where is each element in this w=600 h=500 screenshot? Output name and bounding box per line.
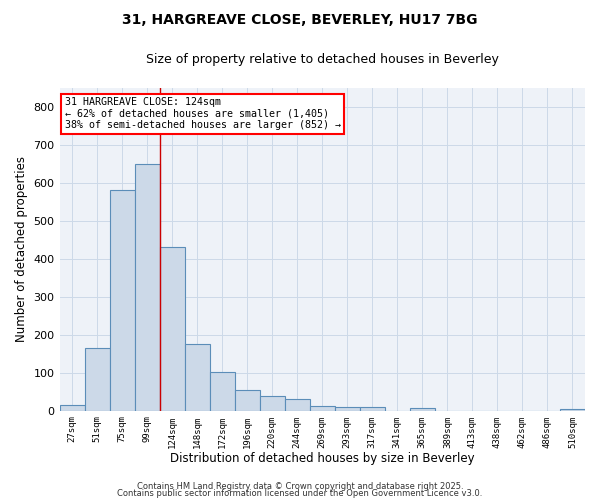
- Text: Contains HM Land Registry data © Crown copyright and database right 2025.: Contains HM Land Registry data © Crown c…: [137, 482, 463, 491]
- Bar: [209, 372, 235, 410]
- Bar: [360, 407, 385, 410]
- Bar: [59, 405, 85, 410]
- Text: 31 HARGREAVE CLOSE: 124sqm
← 62% of detached houses are smaller (1,405)
38% of s: 31 HARGREAVE CLOSE: 124sqm ← 62% of deta…: [65, 97, 341, 130]
- Bar: [410, 408, 435, 410]
- Bar: [285, 400, 310, 410]
- Title: Size of property relative to detached houses in Beverley: Size of property relative to detached ho…: [146, 52, 499, 66]
- Bar: [110, 190, 134, 410]
- Bar: [335, 407, 360, 410]
- Bar: [260, 396, 285, 410]
- Bar: [160, 247, 185, 410]
- Bar: [185, 344, 209, 410]
- Bar: [560, 409, 585, 410]
- Bar: [85, 348, 110, 410]
- Bar: [235, 390, 260, 410]
- Text: 31, HARGREAVE CLOSE, BEVERLEY, HU17 7BG: 31, HARGREAVE CLOSE, BEVERLEY, HU17 7BG: [122, 12, 478, 26]
- Bar: [310, 406, 335, 410]
- X-axis label: Distribution of detached houses by size in Beverley: Distribution of detached houses by size …: [170, 452, 475, 465]
- Y-axis label: Number of detached properties: Number of detached properties: [15, 156, 28, 342]
- Text: Contains public sector information licensed under the Open Government Licence v3: Contains public sector information licen…: [118, 490, 482, 498]
- Bar: [134, 164, 160, 410]
